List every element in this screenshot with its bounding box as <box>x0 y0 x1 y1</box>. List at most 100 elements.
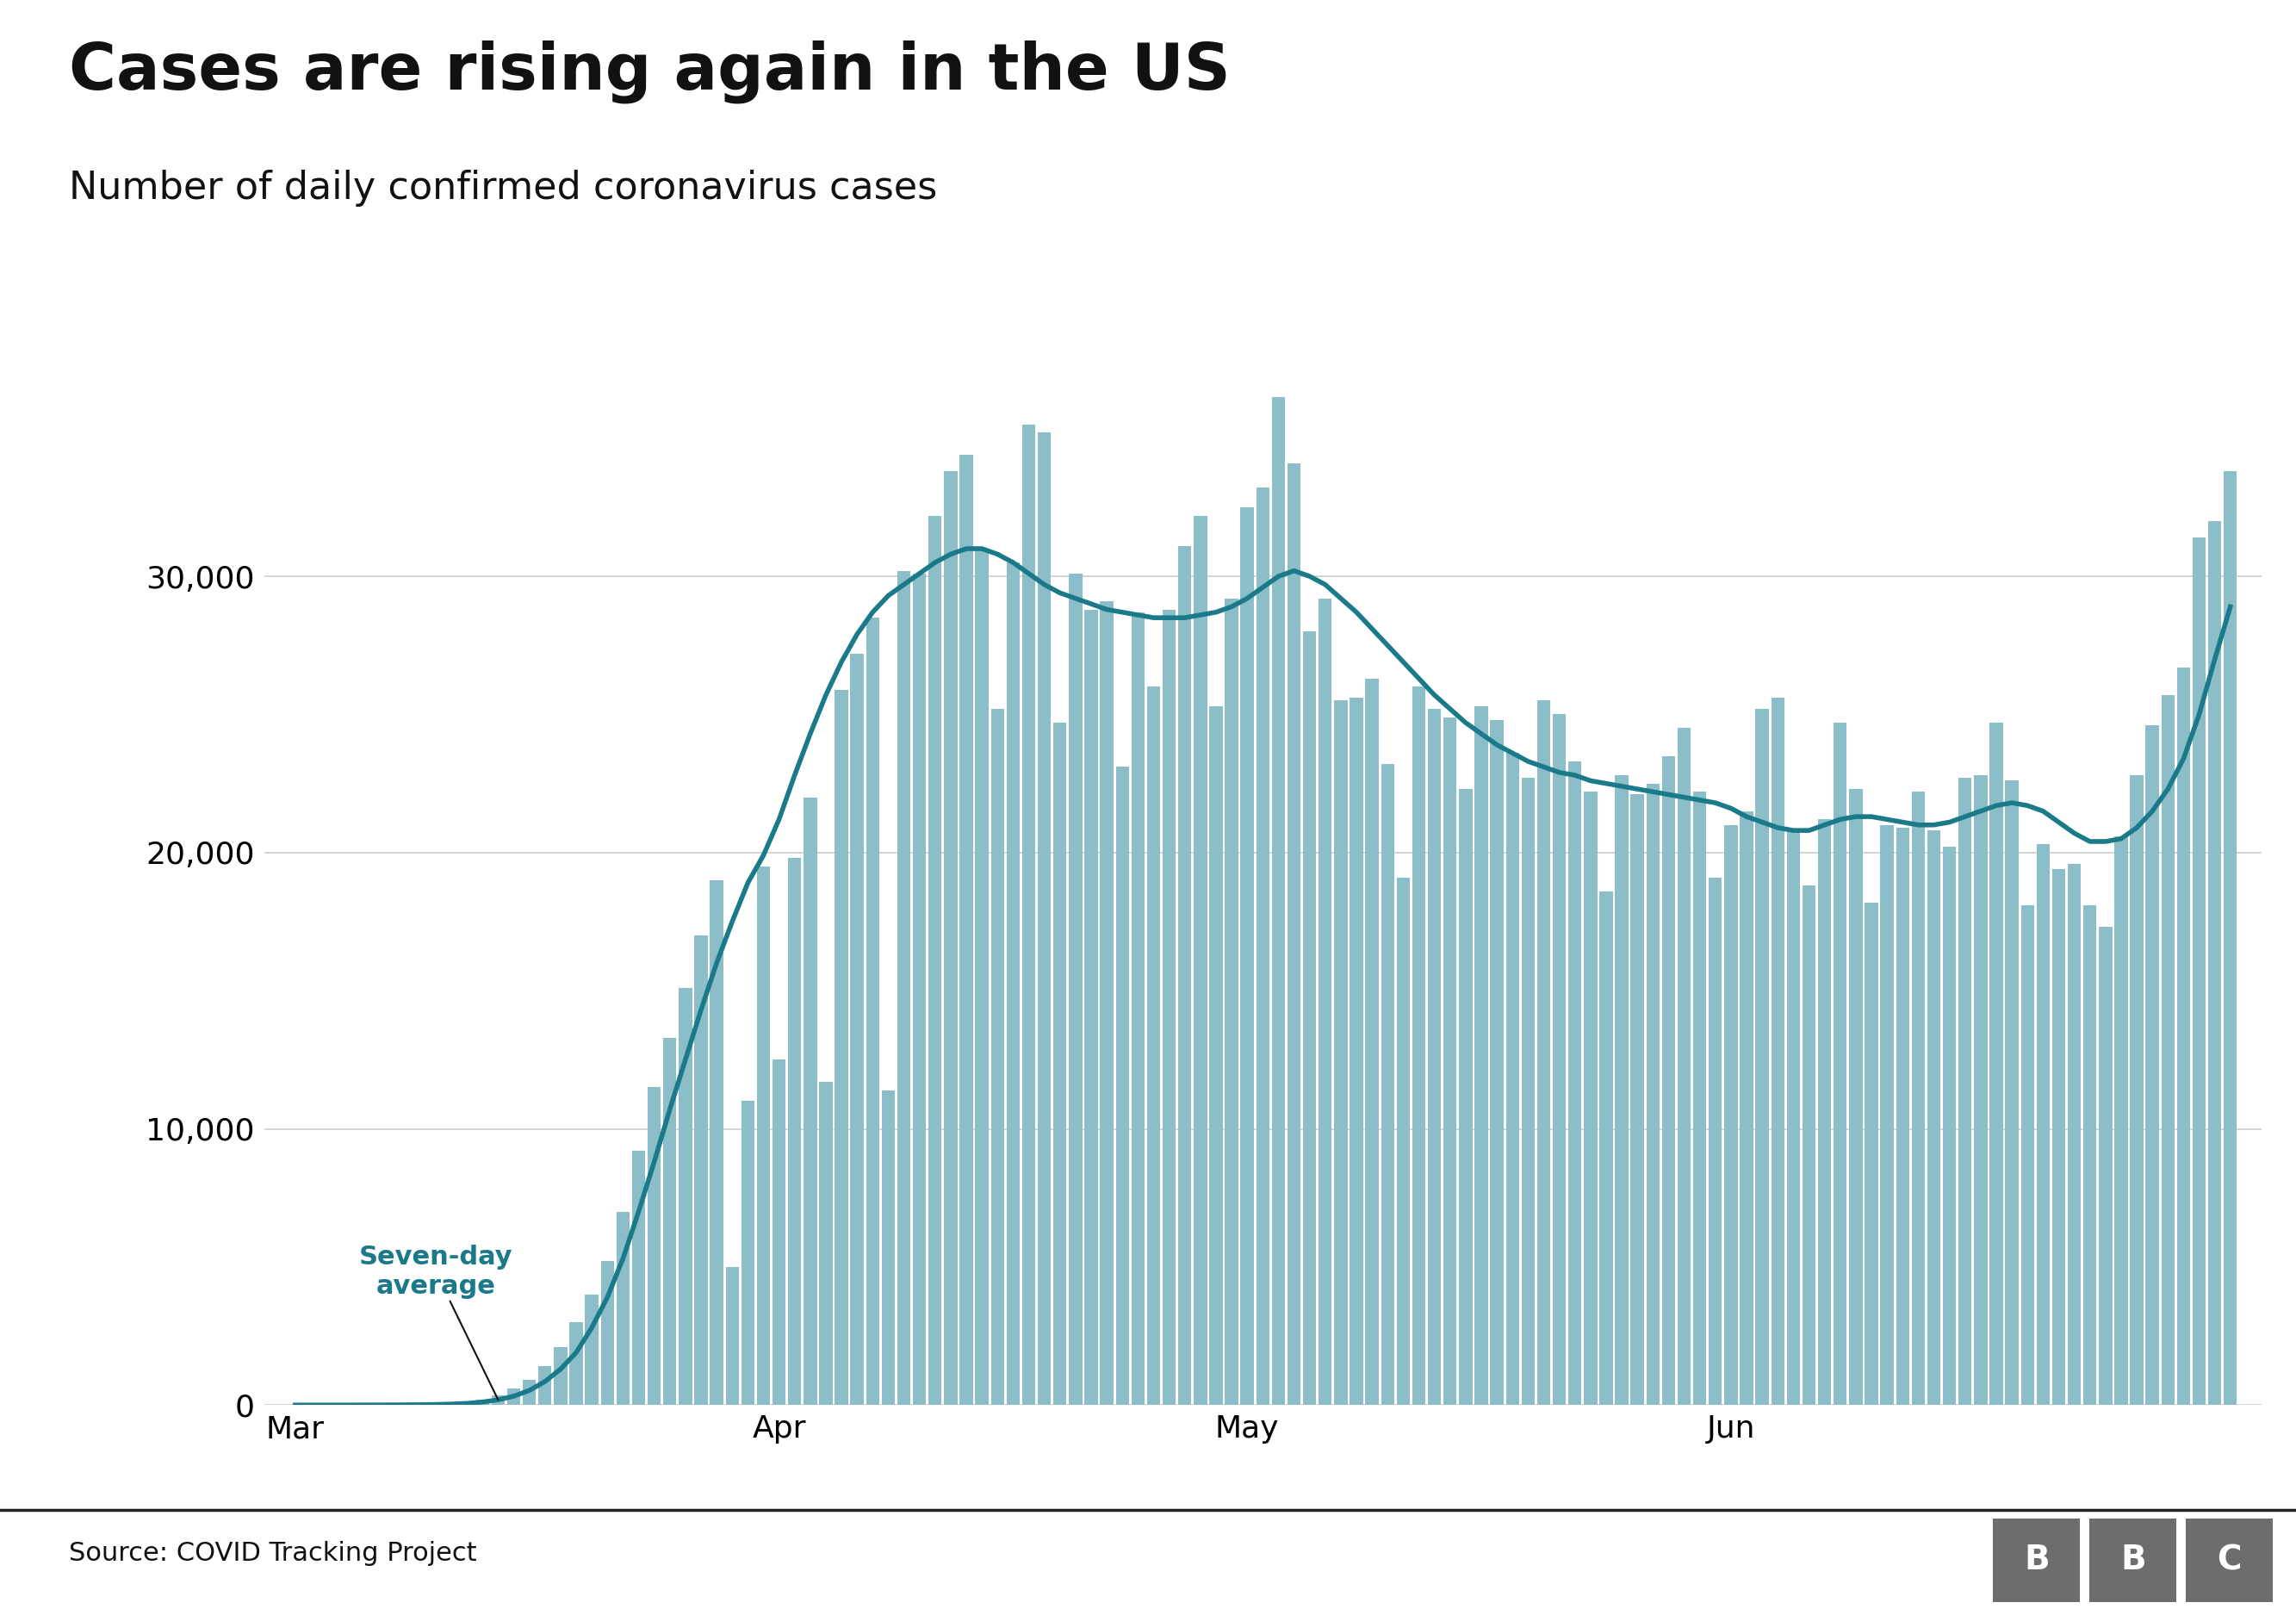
Bar <box>1756 709 1768 1405</box>
Bar <box>1318 599 1332 1405</box>
Bar <box>709 880 723 1405</box>
Bar <box>1880 825 1894 1405</box>
Bar <box>664 1037 677 1405</box>
Bar <box>1568 761 1582 1405</box>
Bar <box>882 1090 895 1405</box>
Bar <box>680 988 691 1405</box>
Bar <box>1662 756 1676 1405</box>
Bar <box>2193 538 2206 1405</box>
Bar <box>866 617 879 1405</box>
Bar <box>1708 877 1722 1405</box>
Bar <box>2147 725 2158 1405</box>
Bar <box>1396 877 1410 1405</box>
Bar <box>615 1211 629 1405</box>
Bar <box>1490 720 1504 1405</box>
Bar <box>1334 701 1348 1405</box>
Bar <box>1226 599 1238 1405</box>
Bar <box>960 455 974 1405</box>
Bar <box>1194 515 1208 1405</box>
Bar <box>693 935 707 1405</box>
Bar <box>475 1400 489 1405</box>
Text: B: B <box>2119 1544 2147 1576</box>
Bar <box>2209 522 2220 1405</box>
Bar <box>1614 775 1628 1405</box>
Bar <box>507 1389 521 1405</box>
Bar <box>1896 827 1910 1405</box>
Bar <box>1178 546 1192 1405</box>
Bar <box>992 709 1003 1405</box>
Bar <box>1366 678 1378 1405</box>
Bar <box>2037 845 2050 1405</box>
Bar <box>2082 904 2096 1405</box>
Bar <box>2053 869 2066 1405</box>
Bar <box>1802 885 1816 1405</box>
Bar <box>1786 830 1800 1405</box>
Text: C: C <box>2218 1544 2241 1576</box>
Bar <box>1818 819 1832 1405</box>
Bar <box>1630 795 1644 1405</box>
Text: Cases are rising again in the US: Cases are rising again in the US <box>69 40 1231 103</box>
Bar <box>1506 753 1520 1405</box>
Bar <box>726 1266 739 1405</box>
Bar <box>1584 791 1598 1405</box>
Bar <box>1100 601 1114 1405</box>
Bar <box>1991 724 2002 1405</box>
Bar <box>569 1323 583 1405</box>
Bar <box>1724 825 1738 1405</box>
Bar <box>1412 686 1426 1405</box>
Bar <box>1474 706 1488 1405</box>
Bar <box>1522 778 1534 1405</box>
Bar <box>1536 701 1550 1405</box>
Bar <box>804 798 817 1405</box>
Bar <box>1380 764 1394 1405</box>
Bar <box>836 690 847 1405</box>
Bar <box>944 472 957 1405</box>
Bar <box>1350 698 1364 1405</box>
Bar <box>928 515 941 1405</box>
Bar <box>2161 694 2174 1405</box>
Bar <box>2131 775 2144 1405</box>
Bar <box>1958 778 1972 1405</box>
Bar <box>1006 562 1019 1405</box>
Bar <box>1256 488 1270 1405</box>
Bar <box>1116 767 1130 1405</box>
Bar <box>850 654 863 1405</box>
Bar <box>1428 709 1442 1405</box>
Bar <box>1458 790 1472 1405</box>
Bar <box>2020 904 2034 1405</box>
Bar <box>2069 864 2080 1405</box>
Bar <box>1942 846 1956 1405</box>
Bar <box>788 858 801 1405</box>
Bar <box>1600 891 1612 1405</box>
Bar <box>523 1381 535 1405</box>
Text: Number of daily confirmed coronavirus cases: Number of daily confirmed coronavirus ca… <box>69 170 937 207</box>
Bar <box>1022 425 1035 1405</box>
Bar <box>1740 811 1754 1405</box>
Bar <box>1835 724 1846 1405</box>
Bar <box>647 1087 661 1405</box>
Bar <box>758 866 769 1405</box>
Bar <box>914 573 925 1405</box>
Bar <box>1678 728 1690 1405</box>
Bar <box>1162 609 1176 1405</box>
Bar <box>742 1101 755 1405</box>
Bar <box>2115 837 2128 1405</box>
Bar <box>2099 927 2112 1405</box>
Bar <box>898 570 912 1405</box>
Text: B: B <box>2023 1544 2050 1576</box>
Bar <box>537 1366 551 1405</box>
Text: Source: COVID Tracking Project: Source: COVID Tracking Project <box>69 1541 478 1567</box>
Bar <box>2004 780 2018 1405</box>
Bar <box>1054 724 1068 1405</box>
Bar <box>1084 609 1097 1405</box>
Bar <box>2225 472 2236 1405</box>
Bar <box>1070 573 1081 1405</box>
Bar <box>1240 507 1254 1405</box>
Bar <box>459 1402 473 1405</box>
Bar <box>771 1059 785 1405</box>
Bar <box>1646 783 1660 1405</box>
Bar <box>1926 830 1940 1405</box>
Bar <box>1272 397 1286 1405</box>
Bar <box>1975 775 1988 1405</box>
Bar <box>1304 631 1316 1405</box>
